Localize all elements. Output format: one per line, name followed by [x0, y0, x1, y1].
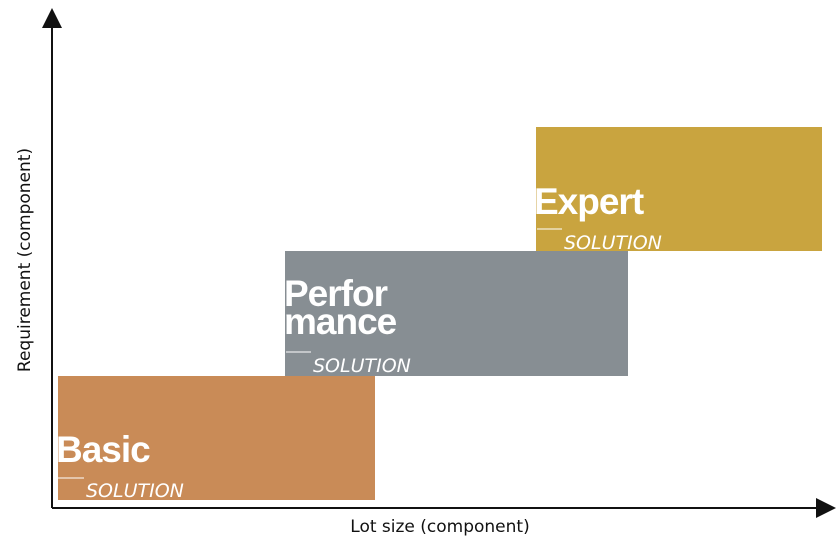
basic-box: [58, 376, 375, 500]
box-title: mance: [284, 301, 397, 342]
y-axis-label: Requirement (component): [15, 148, 35, 372]
performance-box: [285, 251, 628, 376]
box-title: Expert: [534, 181, 644, 222]
box-title: Perfor: [284, 273, 388, 314]
box-subtitle: SOLUTION: [564, 232, 662, 254]
box-title: Basic: [56, 429, 150, 470]
x-axis-label: Lot size (component): [350, 517, 529, 537]
box-subtitle: SOLUTION: [313, 355, 411, 377]
box-subtitle: SOLUTION: [86, 480, 184, 502]
expert-box: [536, 127, 822, 251]
